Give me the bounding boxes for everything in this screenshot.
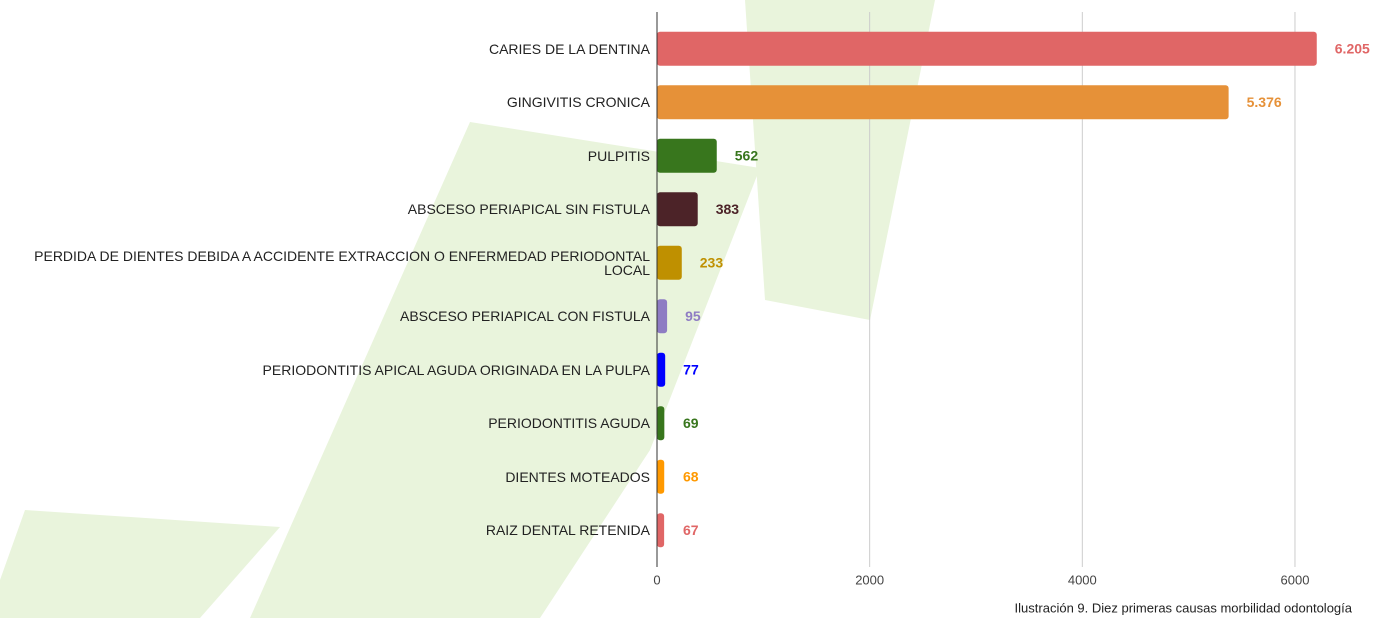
bar xyxy=(657,31,1317,66)
value-label: 68 xyxy=(683,468,699,484)
bar xyxy=(657,513,665,548)
bar xyxy=(657,459,665,494)
value-label: 383 xyxy=(716,201,740,217)
decoration xyxy=(0,510,280,618)
bar xyxy=(657,138,717,173)
value-label: 67 xyxy=(683,522,699,538)
caption: Ilustración 9. Diez primeras causas morb… xyxy=(1015,600,1353,615)
y-tick-label: PERIODONTITIS APICAL AGUDA ORIGINADA EN … xyxy=(262,361,650,378)
y-tick-label: CARIES DE LA DENTINA xyxy=(488,40,650,57)
value-label: 5.376 xyxy=(1247,94,1282,110)
value-label: 95 xyxy=(685,308,701,324)
x-tick-label: 2000 xyxy=(855,572,884,587)
y-tick-label: DIENTES MOTEADOS xyxy=(505,468,650,485)
decoration xyxy=(250,122,760,618)
value-label: 69 xyxy=(683,415,699,431)
value-label: 233 xyxy=(700,254,724,270)
value-label: 562 xyxy=(735,147,759,163)
y-tick-label: PERIODONTITIS AGUDA xyxy=(488,415,650,432)
bar xyxy=(657,406,665,441)
y-tick-label: GINGIVITIS CRONICA xyxy=(506,94,650,111)
bar xyxy=(657,192,698,227)
y-tick-label: ABSCESO PERIAPICAL CON FISTULA xyxy=(400,308,650,325)
x-tick-label: 4000 xyxy=(1068,572,1097,587)
y-tick-label: PULPITIS xyxy=(587,147,650,164)
decoration xyxy=(745,0,935,320)
background-decoration xyxy=(0,0,935,618)
y-tick-label: ABSCESO PERIAPICAL SIN FISTULA xyxy=(407,201,650,218)
value-label: 6.205 xyxy=(1335,40,1370,56)
bar xyxy=(657,85,1229,120)
bar xyxy=(657,245,682,280)
x-tick-label: 0 xyxy=(653,572,660,587)
value-label: 77 xyxy=(683,361,699,377)
bar xyxy=(657,352,666,387)
y-tick-label: RAIZ DENTAL RETENIDA xyxy=(485,522,650,539)
x-tick-label: 6000 xyxy=(1281,572,1310,587)
bar xyxy=(657,299,668,334)
y-tick-label: PERDIDA DE DIENTES DEBIDA A ACCIDENTE EX… xyxy=(34,247,650,278)
